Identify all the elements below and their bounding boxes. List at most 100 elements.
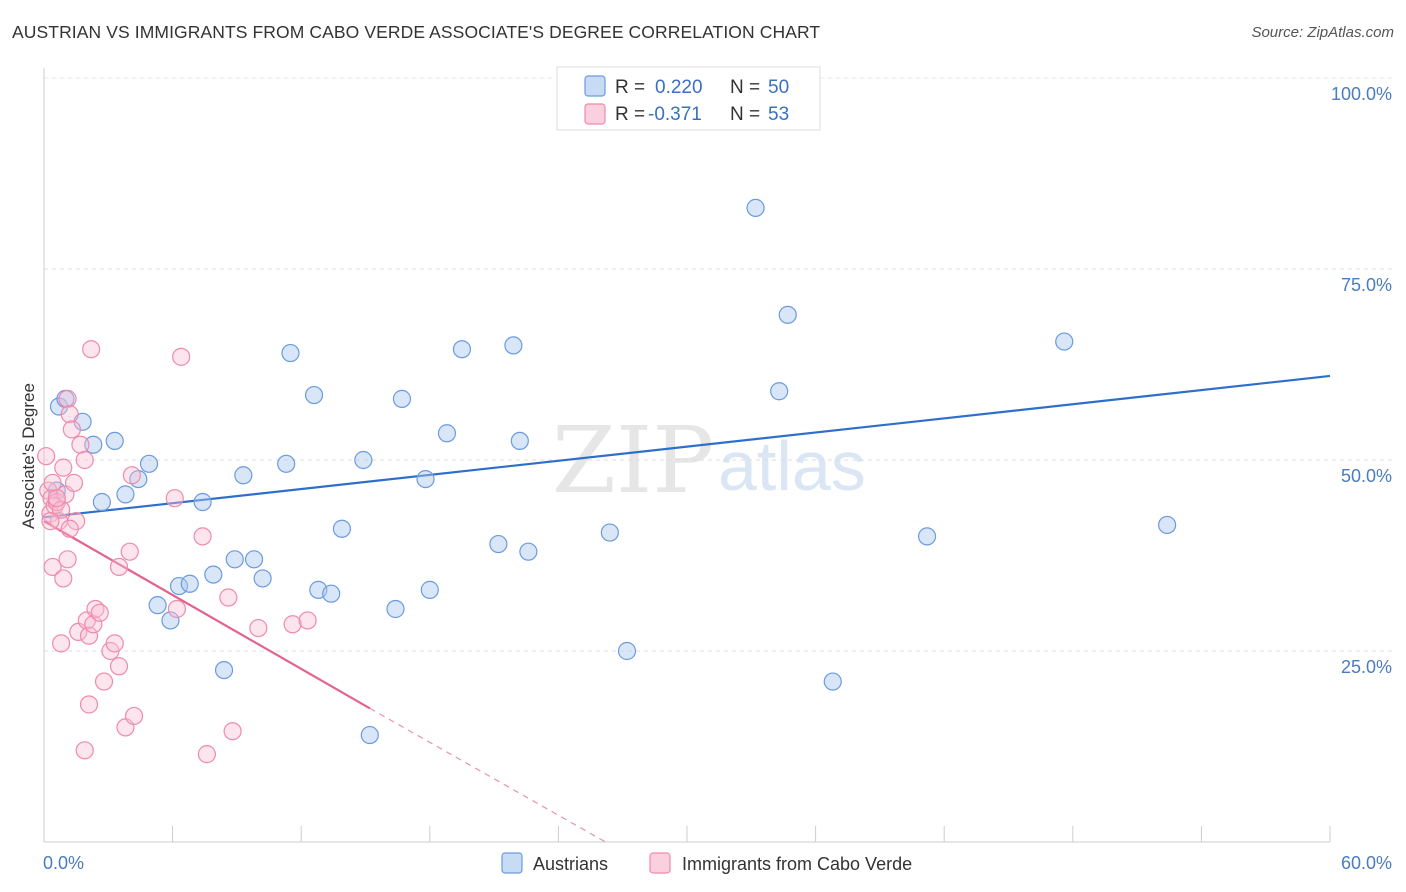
point-cabo-verde: [41, 512, 60, 531]
point-austrians: [452, 340, 472, 359]
point-austrians: [600, 523, 619, 542]
source-label: Source: ZipAtlas.com: [1251, 24, 1394, 41]
point-austrians: [193, 492, 212, 512]
point-austrians: [225, 550, 244, 569]
point-austrians: [917, 527, 937, 546]
point-austrians: [1158, 515, 1177, 535]
point-cabo-verde: [64, 473, 84, 493]
point-cabo-verde: [43, 557, 62, 577]
bottom-legend-label-cabo-verde: Immigrants from Cabo Verde: [682, 854, 912, 874]
point-austrians: [253, 569, 272, 588]
point-austrians: [504, 336, 523, 355]
y-tick-label-75: 75.0%: [1341, 275, 1392, 295]
legend-r-label-austrians: R =: [615, 77, 645, 98]
legend-n-label-cabo-verde: N =: [730, 104, 760, 125]
series-cabo-verde: [37, 340, 317, 764]
point-cabo-verde: [67, 512, 86, 531]
point-austrians: [169, 576, 189, 596]
point-cabo-verde: [75, 741, 94, 760]
point-austrians: [234, 466, 253, 485]
point-austrians: [332, 519, 352, 538]
point-cabo-verde: [249, 618, 268, 638]
point-austrians: [354, 450, 373, 470]
x-tick-labels: 0.0% 60.0%: [43, 853, 1392, 873]
legend-r-value-austrians: 0.220: [655, 77, 703, 98]
y-tick-label-25: 25.0%: [1341, 657, 1392, 677]
point-austrians: [360, 725, 379, 745]
point-cabo-verde: [219, 588, 238, 607]
point-austrians: [281, 343, 300, 363]
point-austrians: [180, 574, 199, 593]
legend-n-label-austrians: N =: [730, 77, 760, 98]
point-cabo-verde: [75, 450, 94, 470]
point-cabo-verde: [37, 447, 56, 466]
point-cabo-verde: [62, 420, 81, 439]
point-austrians: [778, 305, 797, 324]
point-cabo-verde: [58, 389, 77, 408]
point-cabo-verde: [60, 519, 79, 538]
point-austrians: [92, 492, 111, 512]
point-cabo-verde: [71, 435, 90, 454]
point-austrians: [386, 599, 405, 619]
point-austrians: [204, 565, 223, 584]
point-cabo-verde: [52, 634, 71, 653]
series-austrians: [47, 68, 1177, 745]
point-cabo-verde: [120, 542, 139, 561]
y-tick-label-50: 50.0%: [1341, 466, 1392, 486]
point-cabo-verde: [84, 615, 103, 634]
point-austrians: [105, 431, 124, 450]
gridlines: [44, 77, 1392, 652]
bottom-legend-swatch-cabo-verde: [649, 852, 671, 874]
trend-line-cabo-verde-extension: [369, 707, 606, 843]
legend-n-value-austrians: 50: [768, 77, 789, 98]
legend-r-label-cabo-verde: R =: [615, 104, 645, 125]
point-cabo-verde: [167, 599, 186, 619]
point-austrians: [823, 672, 842, 691]
point-austrians: [84, 435, 103, 454]
point-austrians: [161, 611, 180, 630]
point-cabo-verde: [90, 603, 109, 622]
point-austrians: [304, 385, 324, 405]
point-austrians: [214, 660, 234, 680]
y-axis-title: Associate's Degree: [19, 383, 38, 529]
point-cabo-verde: [79, 695, 99, 714]
correlation-legend: R = 0.220 N = 50 R = -0.371 N = 53: [556, 66, 821, 131]
legend-n-value-cabo-verde: 53: [768, 104, 789, 125]
point-austrians: [116, 485, 135, 504]
point-cabo-verde: [94, 672, 114, 691]
y-tick-label-100: 100.0%: [1331, 84, 1392, 104]
chart-title: AUSTRIAN VS IMMIGRANTS FROM CABO VERDE A…: [12, 22, 821, 42]
point-cabo-verde: [165, 489, 184, 508]
watermark-atlas: atlas: [718, 427, 866, 505]
point-cabo-verde: [223, 722, 242, 741]
bottom-legend-swatch-austrians: [501, 852, 523, 874]
trend-line-cabo-verde: [43, 520, 371, 710]
point-austrians: [489, 534, 508, 554]
bottom-legend-label-austrians: Austrians: [533, 854, 608, 874]
trend-lines: [43, 374, 1331, 843]
point-cabo-verde: [109, 657, 129, 676]
point-cabo-verde: [58, 550, 77, 569]
point-cabo-verde: [172, 347, 191, 366]
point-cabo-verde: [193, 527, 212, 546]
point-cabo-verde: [47, 489, 66, 508]
point-cabo-verde: [60, 405, 79, 424]
point-cabo-verde: [54, 569, 73, 588]
point-cabo-verde: [124, 706, 144, 726]
point-austrians: [746, 198, 765, 217]
point-austrians: [148, 596, 167, 615]
point-austrians: [1055, 332, 1074, 351]
point-cabo-verde: [79, 626, 99, 645]
point-austrians: [392, 389, 412, 408]
point-austrians: [770, 382, 789, 401]
point-austrians: [322, 584, 341, 603]
axes: [43, 68, 1331, 843]
legend-r-value-cabo-verde: -0.371: [648, 104, 702, 125]
legend-swatch-cabo-verde: [584, 103, 606, 125]
point-austrians: [510, 431, 529, 450]
point-austrians: [277, 454, 296, 473]
point-cabo-verde: [109, 557, 129, 577]
point-cabo-verde: [54, 458, 73, 477]
x-tick-label-min: 0.0%: [43, 853, 84, 873]
